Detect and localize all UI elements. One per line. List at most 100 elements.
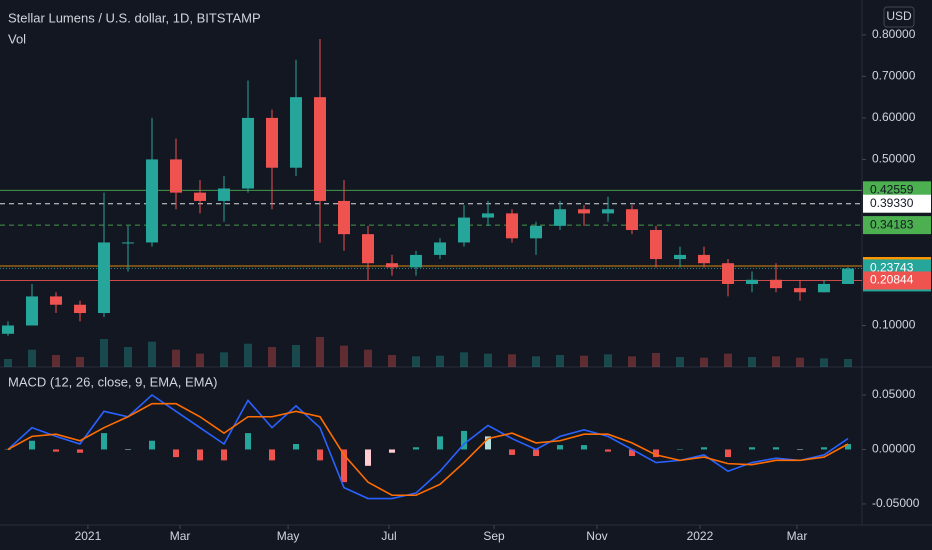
level-label-box bbox=[863, 194, 931, 213]
volume-bar bbox=[700, 357, 708, 367]
macd-histogram-bar bbox=[821, 447, 827, 450]
macd-histogram-bar bbox=[437, 436, 443, 450]
volume-bar bbox=[316, 337, 324, 367]
candle-body bbox=[842, 268, 854, 284]
volume-bar bbox=[844, 359, 852, 367]
macd-histogram-bar bbox=[605, 449, 611, 452]
level-label-box bbox=[863, 216, 931, 235]
macd-histogram-bar bbox=[173, 449, 179, 458]
volume-bar bbox=[388, 355, 396, 367]
volume-bar bbox=[796, 357, 804, 367]
volume-bar bbox=[412, 356, 420, 367]
currency-button[interactable] bbox=[883, 6, 915, 28]
volume-bar bbox=[268, 347, 276, 367]
volume-bar bbox=[436, 355, 444, 367]
candle-body bbox=[698, 254, 710, 264]
macd-histogram-bar bbox=[101, 433, 107, 450]
macd-tick-label: 0.00000 bbox=[872, 442, 916, 456]
volume-bar bbox=[364, 349, 372, 367]
price-tick-label: 0.10000 bbox=[872, 318, 916, 332]
volume-bar bbox=[220, 352, 228, 367]
volume-bar bbox=[148, 341, 156, 367]
time-tick-label: 2021 bbox=[75, 529, 102, 543]
macd-tick-label: 0.05000 bbox=[872, 387, 916, 401]
macd-histogram-bar bbox=[197, 449, 203, 461]
candle-body bbox=[746, 279, 758, 284]
time-tick-label: Jul bbox=[381, 529, 396, 543]
candle-body bbox=[530, 225, 542, 239]
candle-body bbox=[434, 242, 446, 255]
level-label: 0.23743 bbox=[870, 261, 914, 275]
volume-bar bbox=[508, 354, 516, 367]
level-label: 0.20844 bbox=[870, 273, 914, 287]
macd-title: MACD (12, 26, close, 9, EMA, EMA) bbox=[8, 374, 218, 389]
candle-body bbox=[722, 263, 734, 284]
macd-histogram-bar bbox=[509, 449, 515, 455]
macd-histogram-bar bbox=[701, 447, 707, 450]
macd-histogram-bar bbox=[293, 444, 299, 450]
candle-body bbox=[818, 283, 830, 293]
volume-bar bbox=[532, 356, 540, 367]
volume-bar bbox=[748, 357, 756, 367]
candle-body bbox=[770, 279, 782, 289]
candle-body bbox=[458, 217, 470, 243]
volume-bar bbox=[172, 349, 180, 367]
candle-body bbox=[602, 209, 614, 214]
time-tick-label: Nov bbox=[586, 529, 607, 543]
level-label: 0.34183 bbox=[870, 217, 914, 231]
macd-histogram-bar bbox=[557, 445, 563, 450]
candle-body bbox=[170, 159, 182, 193]
level-label: 0.42559 bbox=[870, 182, 914, 196]
macd-histogram-bar bbox=[461, 430, 467, 450]
candle-body bbox=[506, 213, 518, 239]
volume-bar bbox=[52, 355, 60, 367]
macd-histogram-bar bbox=[77, 449, 83, 453]
macd-histogram-bar bbox=[149, 440, 155, 450]
volume-bar bbox=[772, 356, 780, 367]
candle-body bbox=[626, 209, 638, 230]
volume-bar bbox=[124, 347, 132, 367]
volume-bar bbox=[196, 353, 204, 367]
macd-histogram-bar bbox=[725, 449, 731, 458]
volume-bar bbox=[580, 355, 588, 367]
macd-histogram-bar bbox=[221, 449, 227, 461]
macd-histogram-bar bbox=[653, 449, 659, 458]
volume-bar bbox=[4, 359, 12, 367]
candle-body bbox=[386, 263, 398, 268]
volume-label: Vol bbox=[8, 31, 26, 46]
macd-histogram-bar bbox=[317, 449, 323, 461]
price-tick-label: 0.80000 bbox=[872, 27, 916, 41]
candle-body bbox=[98, 242, 110, 314]
macd-histogram-bar bbox=[533, 449, 539, 457]
volume-bar bbox=[676, 357, 684, 367]
macd-histogram-bar bbox=[269, 449, 275, 461]
candle-body bbox=[314, 97, 326, 201]
volume-bar bbox=[28, 349, 36, 367]
macd-histogram-bar bbox=[413, 447, 419, 450]
macd-histogram-bar bbox=[389, 449, 395, 453]
macd-histogram-bar bbox=[797, 449, 803, 450]
macd-histogram-bar bbox=[581, 445, 587, 450]
macd-histogram-bar bbox=[485, 436, 491, 450]
currency[interactable]: USD bbox=[886, 9, 912, 23]
symbol-title: Stellar Lumens / U.S. dollar, 1D, BITSTA… bbox=[8, 10, 261, 25]
price-tick-label: 0.60000 bbox=[872, 110, 916, 124]
candle-body bbox=[578, 209, 590, 214]
volume-bar bbox=[340, 345, 348, 367]
volume-bar bbox=[628, 356, 636, 367]
volume-bar bbox=[604, 354, 612, 367]
candle-body bbox=[122, 242, 134, 244]
level-label: 0.39330 bbox=[870, 196, 914, 210]
candle-body bbox=[650, 229, 662, 260]
candle-body bbox=[410, 254, 422, 268]
macd-histogram-bar bbox=[845, 444, 851, 450]
candle-body bbox=[2, 325, 14, 334]
candle-body bbox=[26, 296, 38, 326]
time-tick-label: 2022 bbox=[687, 529, 714, 543]
volume-bar bbox=[76, 357, 84, 367]
volume-bar bbox=[484, 353, 492, 367]
candle-body bbox=[794, 288, 806, 293]
candle-body bbox=[290, 97, 302, 168]
